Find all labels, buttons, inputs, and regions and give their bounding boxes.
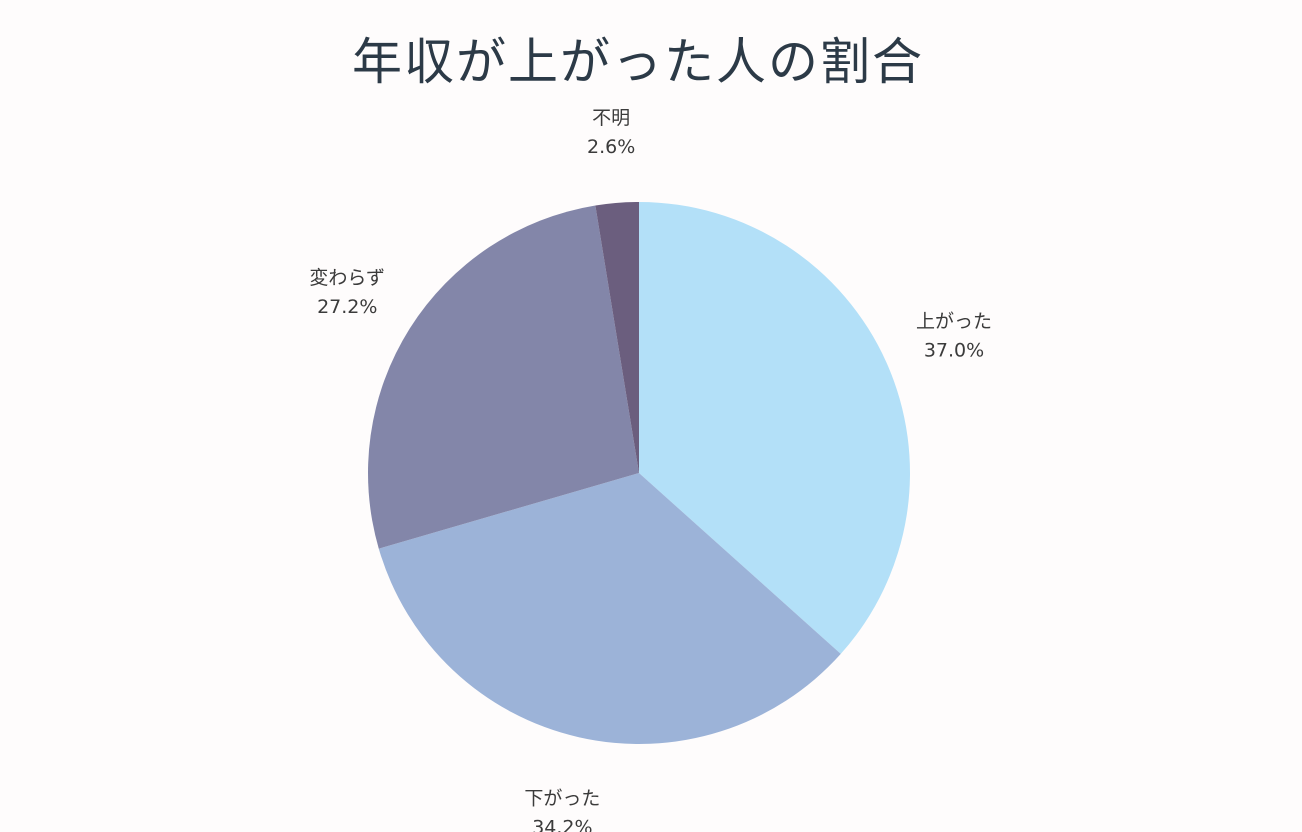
chart-title: 年収が上がった人の割合 — [352, 33, 924, 91]
slice-label-name: 不明 — [592, 107, 630, 129]
slice-label-name: 下がった — [524, 787, 600, 809]
pie-slices — [368, 202, 910, 744]
pie-slice-4 — [595, 202, 639, 473]
pie-slice-2 — [378, 473, 841, 744]
pie-slice-1 — [639, 202, 910, 654]
pie-slice-3 — [368, 205, 639, 549]
slice-label-value: 37.0% — [924, 339, 984, 361]
slice-label-name: 上がった — [916, 310, 992, 332]
slice-label-name: 変わらず — [309, 267, 385, 289]
slice-label-value: 2.6% — [587, 136, 635, 158]
slice-label-value: 34.2% — [532, 816, 592, 832]
slice-label-value: 27.2% — [317, 296, 377, 318]
pie-labels: 上がった 37.0% 下がった 34.2% 変わらず 27.2% 不明 2.6% — [309, 107, 992, 832]
